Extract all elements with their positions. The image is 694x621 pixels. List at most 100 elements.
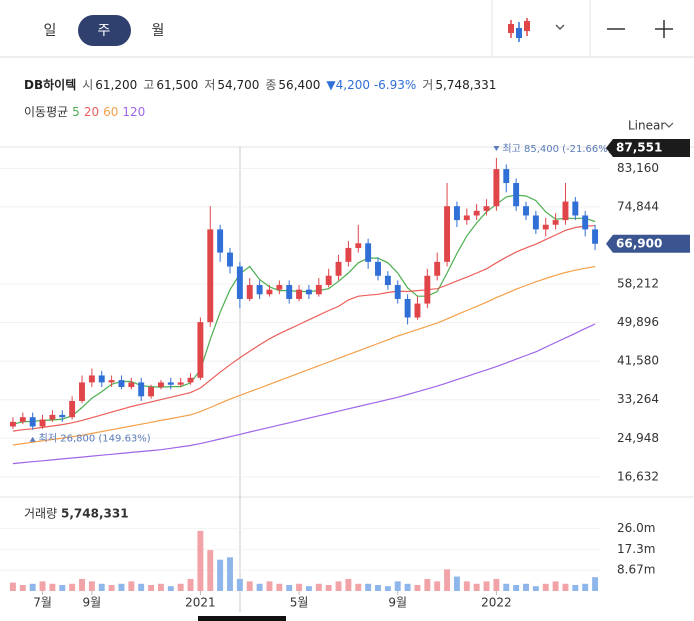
ma-legend-entry: 60 <box>103 105 119 119</box>
candle-body <box>325 275 332 286</box>
candle-icon[interactable] <box>508 18 530 42</box>
scale-label[interactable]: Linear <box>628 119 665 133</box>
candle-body <box>296 289 303 299</box>
annotation: 최고 85,400 (-21.66%) <box>502 143 611 155</box>
candle-body <box>532 215 539 230</box>
candle-body <box>513 183 520 207</box>
candle-body <box>365 243 372 262</box>
volume-bar <box>305 586 312 591</box>
volume-bar <box>296 583 303 591</box>
quote-field-label: 시 <box>82 78 94 92</box>
quote-field-label: 종 <box>265 78 277 92</box>
candle-body <box>335 261 342 276</box>
volume-bar <box>98 583 105 591</box>
candle-body <box>345 247 352 262</box>
candle-body <box>444 206 451 262</box>
price-tag <box>606 139 690 157</box>
volume-title: 거래량 <box>24 507 57 521</box>
candle-body <box>473 210 480 216</box>
volume-bar <box>384 586 391 591</box>
volume-bar <box>29 583 36 591</box>
volume-bar <box>108 584 115 591</box>
candle-body <box>384 275 391 286</box>
candle-body <box>266 289 273 295</box>
volume-bar <box>148 584 155 591</box>
y-tick-label: 16,632 <box>617 469 659 483</box>
dropdown-chevron[interactable] <box>555 24 565 30</box>
candle-body <box>286 285 293 299</box>
y-tick-label: 49,896 <box>617 315 659 329</box>
volume-bar <box>483 581 490 591</box>
volume-bar <box>394 581 401 591</box>
candle-body <box>453 206 460 221</box>
volume-label: 거 <box>422 78 434 92</box>
candle-body <box>19 417 26 422</box>
volume-bar <box>453 576 460 591</box>
quote-field-value: 54,700 <box>217 78 260 92</box>
candle-body <box>375 261 381 276</box>
scrollbar[interactable] <box>198 616 286 621</box>
price-tag-label: 66,900 <box>616 236 662 250</box>
volume-bar <box>9 582 16 591</box>
volume-bar <box>345 578 352 591</box>
candle-body <box>523 206 529 216</box>
volume-bar <box>355 583 362 591</box>
candle-body <box>177 382 184 385</box>
candle-body <box>108 380 115 383</box>
volume-bar <box>118 583 125 591</box>
candle-body <box>493 169 500 207</box>
stock-name: DB하이텍 <box>24 78 77 92</box>
volume-bar <box>315 583 322 591</box>
candle-body <box>157 382 164 388</box>
volume-bar <box>444 569 451 591</box>
ma-legend-entry: 5 <box>72 105 80 119</box>
volume-bar <box>513 584 520 591</box>
volume-bar <box>39 581 46 591</box>
ma-legend: 이동평균 5 20 60 120 <box>24 103 149 120</box>
volume-bar <box>375 584 381 591</box>
volume-bar <box>197 530 204 591</box>
annotation: 최저 26,800 (149.63%) <box>39 433 151 445</box>
candle-body <box>236 266 243 299</box>
y-tick-label: 58,212 <box>617 277 659 291</box>
candle-body <box>503 169 510 184</box>
volume-bar <box>404 583 411 591</box>
volume-bar <box>79 578 85 591</box>
volume-bar <box>552 581 559 591</box>
candle-body <box>246 285 253 299</box>
volume-bar <box>177 583 184 591</box>
annotation-arrow <box>493 145 500 151</box>
period-tab[interactable]: 주 <box>98 23 111 39</box>
candle-body <box>167 382 174 385</box>
period-tab[interactable]: 월 <box>152 23 165 39</box>
volume-bar <box>493 578 500 591</box>
candle-body <box>394 285 401 299</box>
period-tab[interactable]: 일 <box>44 23 57 39</box>
candle-body <box>305 289 312 295</box>
candle-body <box>217 229 224 253</box>
volume-bar <box>325 584 332 591</box>
volume-tick-label: 26.0m <box>617 521 655 535</box>
scale-chevron[interactable] <box>664 122 674 128</box>
volume-bar <box>424 578 431 591</box>
candle-body <box>49 414 56 420</box>
zoom-in[interactable] <box>655 20 673 38</box>
candle-body <box>256 285 263 295</box>
price-tag-label: 87,551 <box>616 141 662 155</box>
volume-bar <box>592 577 599 591</box>
x-tick-label: 5월 <box>290 596 309 610</box>
volume-bar <box>365 583 372 591</box>
volume-bar <box>207 550 214 591</box>
candle-body <box>128 382 135 388</box>
candle-body <box>59 414 66 418</box>
quote-field-value: 61,200 <box>95 78 138 92</box>
ma-legend-entry: 20 <box>83 105 100 119</box>
price-tag <box>606 234 690 253</box>
candle-body <box>138 382 145 397</box>
ma-line <box>12 265 596 446</box>
volume-bar <box>19 584 26 591</box>
x-tick-label: 7월 <box>33 596 52 610</box>
quote-field-value: 56,400 <box>278 78 321 92</box>
